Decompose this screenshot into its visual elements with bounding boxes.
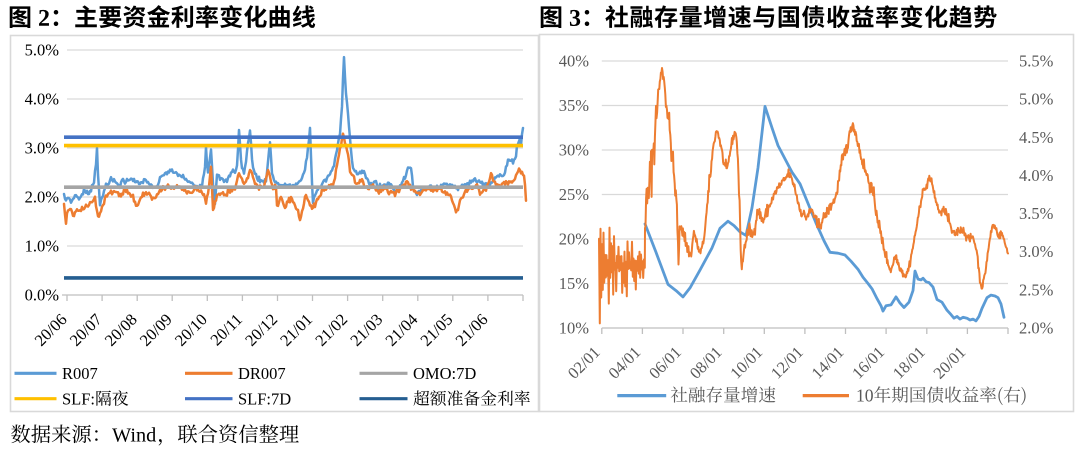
svg-text:4.0%: 4.0%	[1019, 166, 1054, 185]
svg-text:0.0%: 0.0%	[25, 286, 60, 305]
svg-text:3.0%: 3.0%	[25, 139, 60, 158]
svg-text:25%: 25%	[559, 185, 590, 204]
svg-text:OMO:7D: OMO:7D	[413, 364, 476, 383]
svg-text:Wind: Wind	[112, 425, 156, 447]
svg-text:10%: 10%	[559, 319, 590, 338]
svg-text:5.5%: 5.5%	[1019, 52, 1054, 71]
svg-text:2.0%: 2.0%	[25, 188, 60, 207]
svg-text:3.5%: 3.5%	[1019, 204, 1054, 223]
svg-text:2.5%: 2.5%	[1019, 280, 1054, 299]
svg-text:SLF:: SLF:	[62, 390, 95, 409]
svg-text:20%: 20%	[559, 230, 590, 249]
svg-text:5.0%: 5.0%	[1019, 90, 1054, 109]
svg-text:4.5%: 4.5%	[1019, 128, 1054, 147]
svg-text:5.0%: 5.0%	[25, 41, 60, 60]
svg-text:40%: 40%	[559, 52, 590, 71]
svg-text:3.0%: 3.0%	[1019, 242, 1054, 261]
svg-text:R007: R007	[62, 364, 98, 383]
svg-text:DR007: DR007	[238, 364, 286, 383]
svg-text:15%: 15%	[559, 274, 590, 293]
svg-text:30%: 30%	[559, 141, 590, 160]
svg-text:10: 10	[856, 385, 874, 405]
svg-text:1.0%: 1.0%	[25, 237, 60, 256]
svg-text:35%: 35%	[559, 96, 590, 115]
svg-text:4.0%: 4.0%	[25, 90, 60, 109]
svg-text:2.0%: 2.0%	[1019, 319, 1054, 338]
svg-text:SLF:7D: SLF:7D	[238, 390, 291, 409]
